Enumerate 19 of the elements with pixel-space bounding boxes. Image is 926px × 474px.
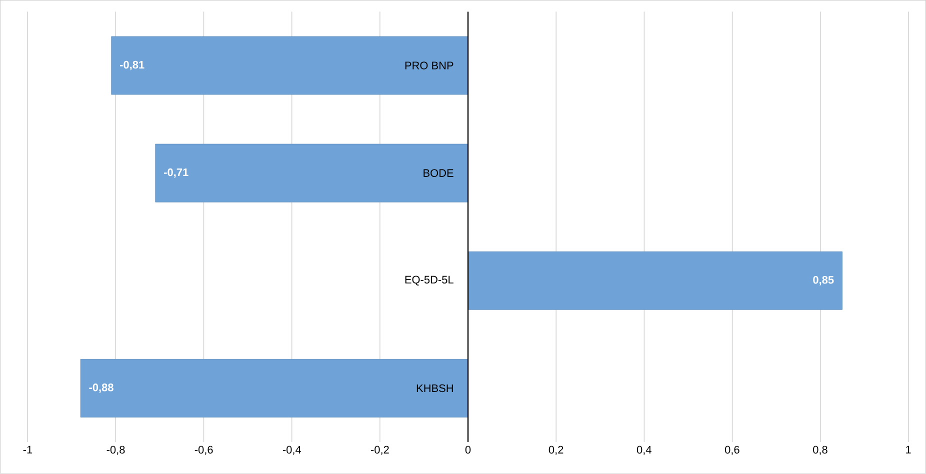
data-label: -0,88	[89, 384, 114, 394]
data-label: 0,85	[813, 276, 834, 286]
x-tick-label: 0,8	[813, 446, 828, 456]
data-label: -0,71	[164, 168, 188, 178]
x-tick-label: 1	[906, 446, 911, 454]
x-tick-label: 0,4	[636, 446, 652, 456]
data-label: -0,81	[120, 60, 144, 70]
y-tick-label: EQ-5D-5L	[405, 276, 454, 286]
x-tick-label: 0,2	[548, 446, 564, 456]
x-tick-label: -1	[23, 446, 32, 454]
x-tick-label: -0,4	[282, 446, 302, 456]
x-tick-label: 0	[465, 446, 471, 454]
y-tick-label: KHBSH	[416, 384, 453, 392]
x-tick-label: 0,6	[724, 446, 740, 456]
y-tick-label: BODE	[424, 169, 454, 178]
x-tick-label: -0,6	[194, 446, 213, 456]
x-tick-label: -0,2	[370, 446, 389, 456]
x-tick-label: -0,8	[106, 446, 125, 456]
y-tick-label: PRO BNP	[405, 62, 454, 70]
